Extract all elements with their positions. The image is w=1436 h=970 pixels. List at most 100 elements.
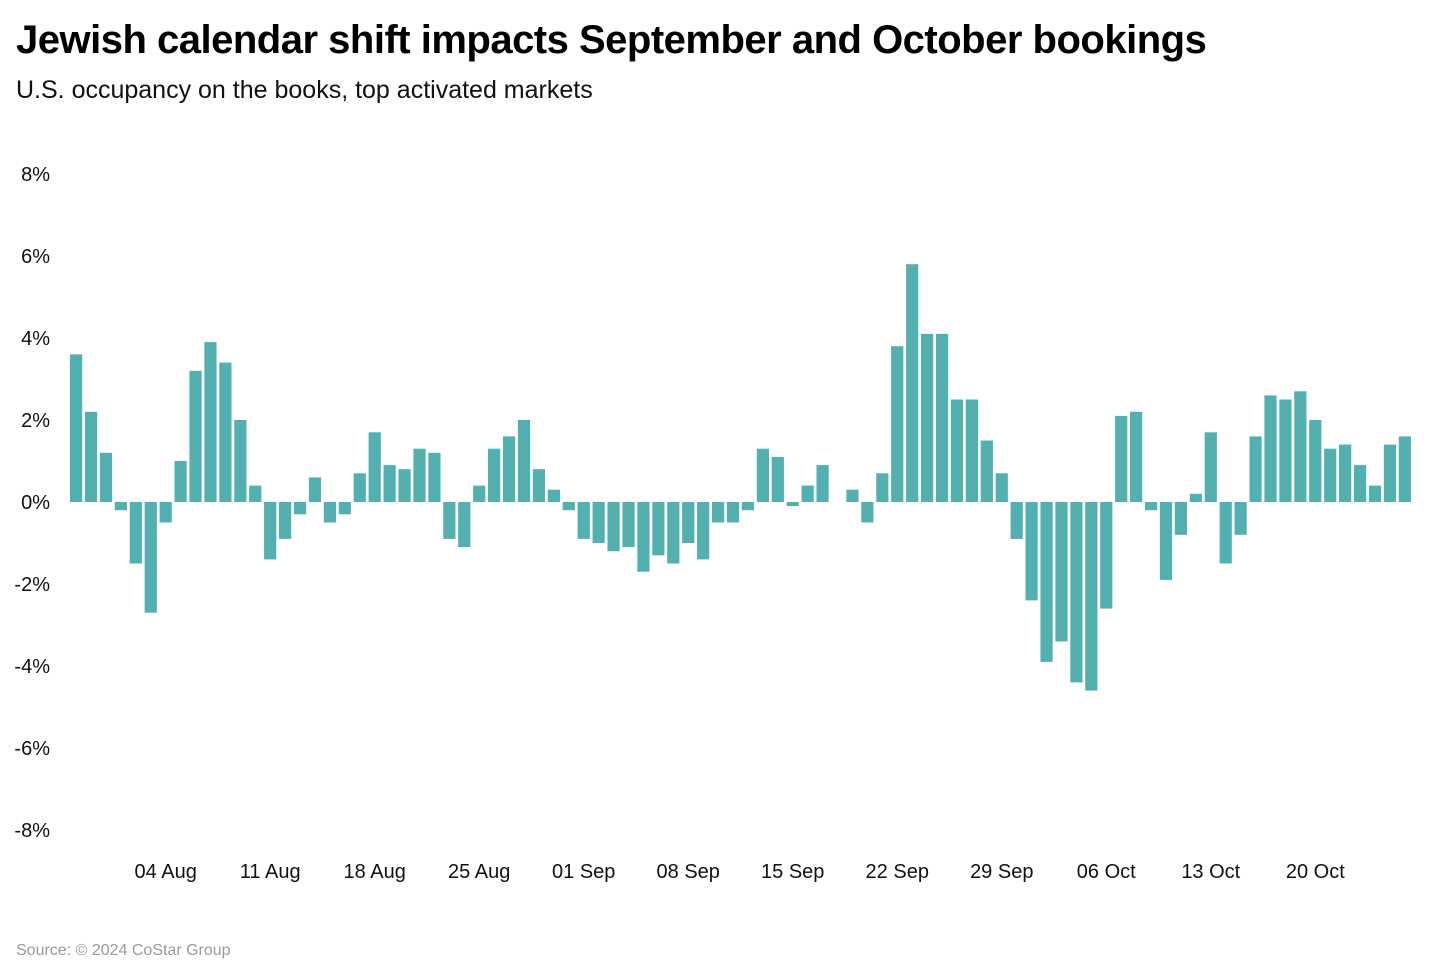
y-tick-label: 0% xyxy=(21,492,50,514)
bar xyxy=(711,502,725,523)
y-tick-label: 8% xyxy=(21,164,50,186)
bar xyxy=(1294,391,1307,502)
bar xyxy=(264,502,277,560)
bar xyxy=(488,448,501,502)
bar xyxy=(577,502,590,539)
y-tick-label: 2% xyxy=(21,410,50,432)
bar xyxy=(637,502,650,572)
y-tick-label: 6% xyxy=(21,246,50,268)
bar xyxy=(144,502,157,613)
bar xyxy=(816,465,829,502)
y-tick-label: -2% xyxy=(14,574,50,596)
y-tick-label: 4% xyxy=(21,328,50,350)
bar xyxy=(547,489,560,502)
x-tick-label: 20 Oct xyxy=(1286,861,1345,883)
bar xyxy=(652,502,665,556)
bar xyxy=(906,264,919,502)
bar xyxy=(353,473,366,502)
bar xyxy=(159,502,172,523)
bar xyxy=(1368,485,1382,502)
bar xyxy=(502,436,516,502)
source-note: Source: © 2024 CoStar Group xyxy=(16,942,231,959)
bar xyxy=(756,448,769,502)
x-tick-label: 06 Oct xyxy=(1077,861,1136,883)
bar xyxy=(1234,502,1247,535)
bar xyxy=(876,473,889,502)
x-tick-label: 22 Sep xyxy=(866,861,929,883)
bar xyxy=(99,452,113,502)
y-tick-label: -8% xyxy=(14,820,50,842)
bar xyxy=(726,502,740,523)
bar xyxy=(846,489,859,502)
x-tick-label: 01 Sep xyxy=(552,861,615,883)
bar xyxy=(1040,502,1053,662)
bar xyxy=(607,502,620,552)
bars-group xyxy=(70,264,1411,691)
bar xyxy=(338,502,351,515)
bar xyxy=(413,448,426,502)
bar xyxy=(697,502,710,560)
bar xyxy=(234,420,247,502)
bar xyxy=(219,362,232,502)
x-tick-label: 04 Aug xyxy=(135,861,197,883)
bar xyxy=(383,465,396,502)
bar xyxy=(562,502,575,511)
bar xyxy=(1398,436,1411,502)
x-tick-label: 18 Aug xyxy=(344,861,406,883)
bar xyxy=(204,342,217,502)
bar xyxy=(1249,436,1262,502)
x-tick-label: 11 Aug xyxy=(240,861,301,883)
bar xyxy=(279,502,292,539)
bar xyxy=(84,411,98,502)
x-tick-label: 25 Aug xyxy=(448,861,510,883)
y-axis: 8% 6% 4% 2% 0% -2% -4% -6% -8% xyxy=(14,164,50,842)
bar xyxy=(682,502,695,543)
bar xyxy=(517,420,531,502)
bar xyxy=(473,485,486,502)
bar xyxy=(308,477,322,502)
y-tick-label: -6% xyxy=(14,738,50,760)
bar xyxy=(921,333,934,502)
bar xyxy=(1189,493,1202,502)
bar xyxy=(1174,502,1188,535)
bar xyxy=(592,502,605,543)
bar xyxy=(532,469,546,502)
bar xyxy=(891,346,904,502)
bar xyxy=(1324,448,1337,502)
bar xyxy=(771,456,784,502)
x-tick-label: 29 Sep xyxy=(970,861,1033,883)
bar xyxy=(323,502,337,523)
bar xyxy=(1353,465,1367,502)
bar xyxy=(1010,502,1023,539)
bar xyxy=(667,502,680,564)
bar xyxy=(1130,411,1143,502)
bar xyxy=(980,440,993,502)
bar xyxy=(786,502,799,507)
bar xyxy=(1085,502,1098,691)
bar xyxy=(174,461,187,502)
bar xyxy=(741,502,755,511)
bar xyxy=(1339,444,1352,502)
x-tick-label: 08 Sep xyxy=(657,861,720,883)
chart-title: Jewish calendar shift impacts September … xyxy=(16,18,1207,62)
bar xyxy=(1309,420,1322,502)
x-tick-label: 13 Oct xyxy=(1181,861,1240,883)
bar xyxy=(801,485,814,502)
x-tick-label: 15 Sep xyxy=(761,861,824,883)
bar xyxy=(1025,502,1038,601)
bar xyxy=(1279,399,1292,502)
bar xyxy=(1115,415,1128,502)
bar xyxy=(950,399,964,502)
bar xyxy=(1219,502,1232,564)
chart-subtitle: U.S. occupancy on the books, top activat… xyxy=(16,76,593,104)
bar xyxy=(622,502,635,548)
bar xyxy=(293,502,307,515)
x-axis: 04 Aug 11 Aug 18 Aug 25 Aug 01 Sep 08 Sep 15 S… xyxy=(135,861,1346,883)
bar xyxy=(1383,444,1397,502)
bar xyxy=(428,452,441,502)
bar xyxy=(935,333,949,502)
bar xyxy=(995,473,1008,502)
bar xyxy=(861,502,874,523)
bar xyxy=(189,370,202,502)
bar xyxy=(398,469,411,502)
